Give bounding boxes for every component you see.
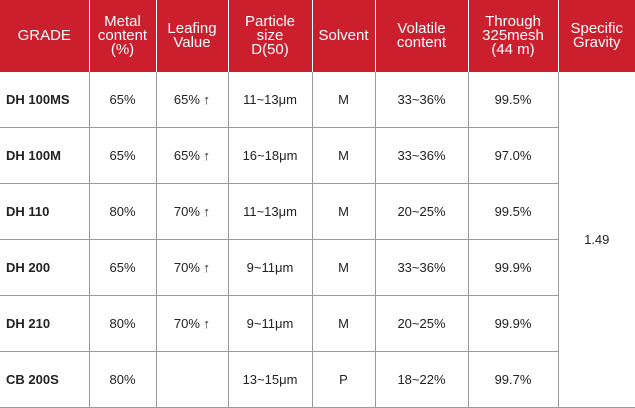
table-row: DH 200 65% 70% ↑ 9~11μm M 33~36% 99.9%	[0, 239, 635, 296]
specific-gravity-cell: 1.49	[557, 72, 635, 408]
grade-cell: DH 100MS	[0, 72, 89, 128]
header-line: Value	[173, 34, 211, 51]
leafing-value-cell: 65% ↑	[155, 72, 228, 128]
volatile-content-cell: 33~36%	[374, 72, 468, 128]
header-line: D(50)	[251, 41, 289, 58]
header-line: size	[256, 27, 284, 44]
table-row: DH 100M 65% 65% ↑ 16~18μm M 33~36% 97.0%	[0, 127, 635, 184]
particle-size-cell: 11~13μm	[227, 183, 312, 240]
leafing-value-cell: 70% ↑	[155, 239, 228, 296]
header-line: Gravity	[572, 34, 621, 51]
header-through-mesh: Through 325mesh (44 m)	[467, 0, 558, 72]
particle-size-cell: 13~15μm	[227, 351, 312, 408]
header-specific-gravity: Specific Gravity	[557, 0, 635, 72]
table-row: DH 110 80% 70% ↑ 11~13μm M 20~25% 99.5%	[0, 183, 635, 240]
solvent-cell: M	[311, 127, 375, 184]
header-leafing-value: Leafing Value	[155, 0, 228, 72]
metal-content-cell: 65%	[88, 127, 156, 184]
table-row: DH 100MS 65% 65% ↑ 11~13μm M 33~36% 99.5…	[0, 72, 635, 408]
header-line: Particle	[244, 13, 296, 30]
solvent-cell: M	[311, 239, 375, 296]
header-metal-content: Metal content (%)	[88, 0, 156, 72]
header-line: Volatile	[397, 20, 446, 37]
header-row: GRADE Metal content (%) Leafing Value Pa…	[0, 0, 635, 72]
grade-cell: DH 110	[0, 183, 89, 240]
header-line: (%)	[110, 41, 135, 58]
solvent-cell: P	[311, 351, 375, 408]
leafing-value-cell	[155, 351, 228, 408]
leafing-value-cell: 70% ↑	[155, 183, 228, 240]
particle-size-cell: 9~11μm	[227, 295, 312, 352]
volatile-content-cell: 33~36%	[374, 239, 468, 296]
through-mesh-cell: 99.9%	[467, 295, 558, 352]
header-line: 325mesh	[482, 27, 544, 44]
through-mesh-cell: 99.5%	[467, 183, 558, 240]
header-line: Through	[485, 13, 541, 30]
through-mesh-cell: 99.5%	[467, 72, 558, 128]
header-particle-size: Particle size D(50)	[227, 0, 312, 72]
header-line: (44 m)	[491, 41, 535, 58]
volatile-content-cell: 33~36%	[374, 127, 468, 184]
volatile-content-cell: 20~25%	[374, 295, 468, 352]
metal-content-cell: 65%	[88, 239, 156, 296]
metal-content-cell: 65%	[88, 72, 156, 128]
grade-cell: DH 210	[0, 295, 89, 352]
header-grade: GRADE	[0, 0, 89, 72]
header-line: content	[97, 27, 148, 44]
grade-cell: CB 200S	[0, 351, 89, 408]
metal-content-cell: 80%	[88, 183, 156, 240]
through-mesh-cell: 97.0%	[467, 127, 558, 184]
grade-cell: DH 200	[0, 239, 89, 296]
header-line: Specific	[570, 20, 624, 37]
particle-size-cell: 9~11μm	[227, 239, 312, 296]
volatile-content-cell: 20~25%	[374, 183, 468, 240]
through-mesh-cell: 99.7%	[467, 351, 558, 408]
volatile-content-cell: 18~22%	[374, 351, 468, 408]
header-grade-line: GRADE	[17, 27, 71, 44]
solvent-cell: M	[311, 72, 375, 128]
through-mesh-cell: 99.9%	[467, 239, 558, 296]
table-row: CB 200S 80% 13~15μm P 18~22% 99.7%	[0, 351, 635, 408]
particle-size-cell: 11~13μm	[227, 72, 312, 128]
solvent-cell: M	[311, 295, 375, 352]
grade-cell: DH 100M	[0, 127, 89, 184]
header-solvent: Solvent	[311, 0, 375, 72]
header-line: Solvent	[318, 27, 369, 44]
solvent-cell: M	[311, 183, 375, 240]
header-line: Leafing	[167, 20, 217, 37]
particle-size-cell: 16~18μm	[227, 127, 312, 184]
metal-content-cell: 80%	[88, 295, 156, 352]
table-row: DH 210 80% 70% ↑ 9~11μm M 20~25% 99.9%	[0, 295, 635, 352]
leafing-value-cell: 65% ↑	[155, 127, 228, 184]
metal-content-cell: 80%	[88, 351, 156, 408]
leafing-value-cell: 70% ↑	[155, 295, 228, 352]
header-line: content	[396, 34, 447, 51]
header-volatile-content: Volatile content	[374, 0, 468, 72]
header-line: Metal	[104, 13, 141, 30]
